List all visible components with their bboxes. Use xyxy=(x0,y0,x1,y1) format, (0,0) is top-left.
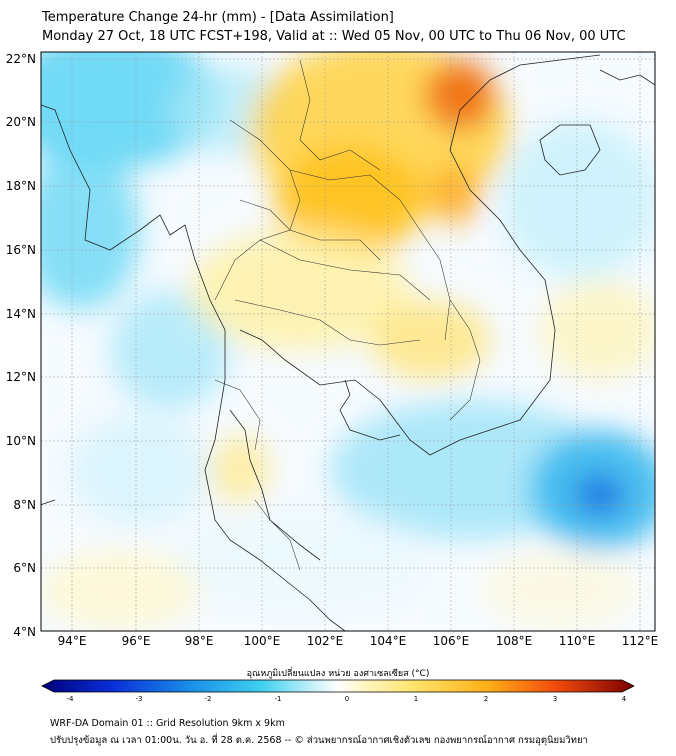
lon-tick: 112°E xyxy=(622,634,659,648)
lat-tick: 8°N xyxy=(13,498,36,512)
lon-tick: 106°E xyxy=(433,634,470,648)
lon-tick: 102°E xyxy=(307,634,344,648)
lat-tick: 10°N xyxy=(6,434,36,448)
lon-axis: 94°E 96°E 98°E 100°E 102°E 104°E 106°E 1… xyxy=(58,634,659,648)
colorbar-tick: -3 xyxy=(136,695,143,703)
colorbar-tick: 3 xyxy=(553,695,557,703)
graticule xyxy=(41,52,655,631)
lon-tick: 110°E xyxy=(559,634,596,648)
province-borders xyxy=(214,59,481,571)
lat-tick: 18°N xyxy=(6,179,36,193)
footer-model-info: WRF-DA Domain 01 :: Grid Resolution 9km … xyxy=(50,718,285,729)
lat-tick: 22°N xyxy=(6,52,36,66)
lat-tick: 6°N xyxy=(13,561,36,575)
map-frame xyxy=(40,51,656,632)
footer-credit: ปรับปรุงข้อมูล ณ เวลา 01:00น. วัน อ. ที่… xyxy=(50,735,588,746)
lat-tick: 16°N xyxy=(6,243,36,257)
lon-tick: 108°E xyxy=(496,634,533,648)
lat-tick: 14°N xyxy=(6,307,36,321)
colorbar-scale xyxy=(41,679,635,693)
lon-tick: 98°E xyxy=(185,634,214,648)
coastlines xyxy=(41,54,655,631)
lon-tick: 94°E xyxy=(58,634,87,648)
colorbar-tick: -4 xyxy=(67,695,75,703)
map-subtitle: Monday 27 Oct, 18 UTC FCST+198, Valid at… xyxy=(42,29,626,44)
temperature-field xyxy=(41,52,655,631)
lon-tick: 104°E xyxy=(370,634,407,648)
lon-tick: 100°E xyxy=(244,634,281,648)
colorbar: -4 -3 -2 -1 0 1 2 3 4 xyxy=(41,679,635,703)
colorbar-tick: -2 xyxy=(205,695,212,703)
colorbar-tick: 4 xyxy=(622,695,627,703)
colorbar-tick: 1 xyxy=(414,695,418,703)
lon-tick: 96°E xyxy=(122,634,151,648)
colorbar-tick: 2 xyxy=(484,695,488,703)
colorbar-tick: 0 xyxy=(345,695,349,703)
lat-tick: 20°N xyxy=(6,115,36,129)
map-title: Temperature Change 24-hr (mm) - [Data As… xyxy=(42,10,394,25)
lat-tick: 4°N xyxy=(13,625,36,639)
colorbar-label: อุณหภูมิเปลี่ยนแปลง หน่วย องศาเซลเซียส (… xyxy=(246,669,430,679)
lat-axis: 4°N 6°N 8°N 10°N 12°N 14°N 16°N 18°N 20°… xyxy=(6,52,36,639)
lat-tick: 12°N xyxy=(6,370,36,384)
colorbar-tick: -1 xyxy=(275,695,282,703)
